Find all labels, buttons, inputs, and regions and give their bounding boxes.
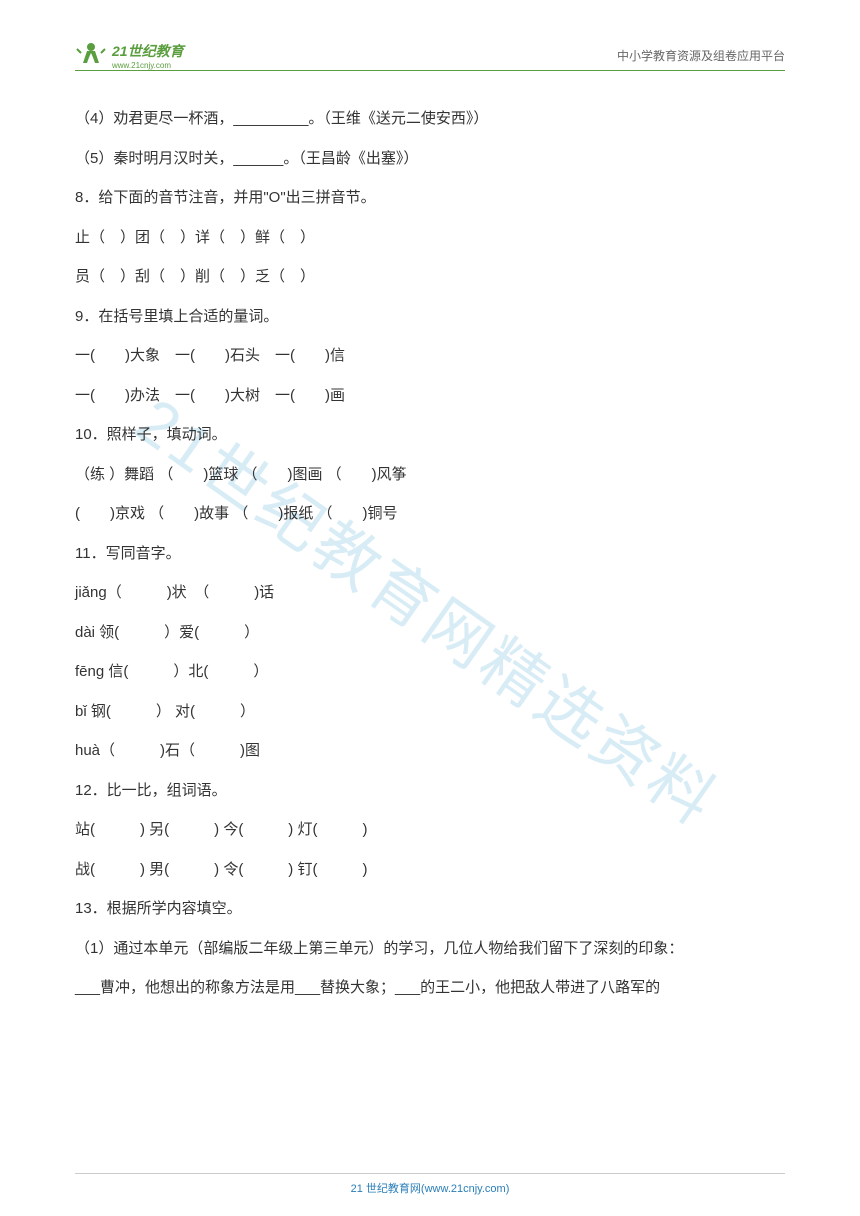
content-line: 站( ) 另( ) 今( ) 灯( ) [75, 811, 785, 849]
content-line: 8．给下面的音节注音，并用"O"出三拼音节。 [75, 179, 785, 217]
logo: 21世纪教育 www.21cnjy.com [75, 39, 184, 71]
content-line: 一( )大象 一( )石头 一( )信 [75, 337, 785, 375]
content-line: fēng 信( ）北( ） [75, 653, 785, 691]
content-line: 9．在括号里填上合适的量词。 [75, 298, 785, 336]
content-line: （4）劝君更尽一杯酒，_________。（王维《送元二使安西》） [75, 100, 785, 138]
logo-title: 21世纪教育 [112, 41, 184, 61]
content-line: （5）秦时明月汉时关，______。（王昌龄《出塞》） [75, 140, 785, 178]
content-line: 一( )办法 一( )大树 一( )画 [75, 377, 785, 415]
content-line: 12．比一比，组词语。 [75, 772, 785, 810]
document-content: （4）劝君更尽一杯酒，_________。（王维《送元二使安西》） （5）秦时明… [75, 100, 785, 1156]
content-line: bǐ 钢( ） 对( ） [75, 693, 785, 731]
content-line: （练 ）舞蹈 （ )篮球 （ )图画 （ )风筝 [75, 456, 785, 494]
content-line: ___曹冲，他想出的称象方法是用___替换大象；___的王二小，他把敌人带进了八… [75, 969, 785, 1007]
content-line: 止（ ）团（ ）详（ ）鲜（ ） [75, 219, 785, 257]
header-divider [75, 70, 785, 71]
content-line: huà（ )石（ )图 [75, 732, 785, 770]
content-line: 战( ) 男( ) 令( ) 钉( ) [75, 851, 785, 889]
footer-divider [75, 1173, 785, 1174]
page-footer: 21 世纪教育网(www.21cnjy.com) [0, 1180, 860, 1196]
content-line: ( )京戏 （ )故事 （ )报纸 （ )铜号 [75, 495, 785, 533]
logo-url: www.21cnjy.com [112, 61, 184, 70]
content-line: 11．写同音字。 [75, 535, 785, 573]
content-line: 13．根据所学内容填空。 [75, 890, 785, 928]
page-header: 21世纪教育 www.21cnjy.com 中小学教育资源及组卷应用平台 [0, 30, 860, 80]
logo-icon [75, 39, 107, 71]
content-line: 员（ ）刮（ ）削（ ）乏（ ） [75, 258, 785, 296]
logo-text-container: 21世纪教育 www.21cnjy.com [112, 41, 184, 70]
header-right-text: 中小学教育资源及组卷应用平台 [617, 47, 785, 64]
content-line: dài 领( ）爱( ） [75, 614, 785, 652]
content-line: 10．照样子，填动词。 [75, 416, 785, 454]
content-line: （1）通过本单元（部编版二年级上第三单元）的学习，几位人物给我们留下了深刻的印象… [75, 930, 785, 968]
content-line: jiǎng（ )状 （ )话 [75, 574, 785, 612]
